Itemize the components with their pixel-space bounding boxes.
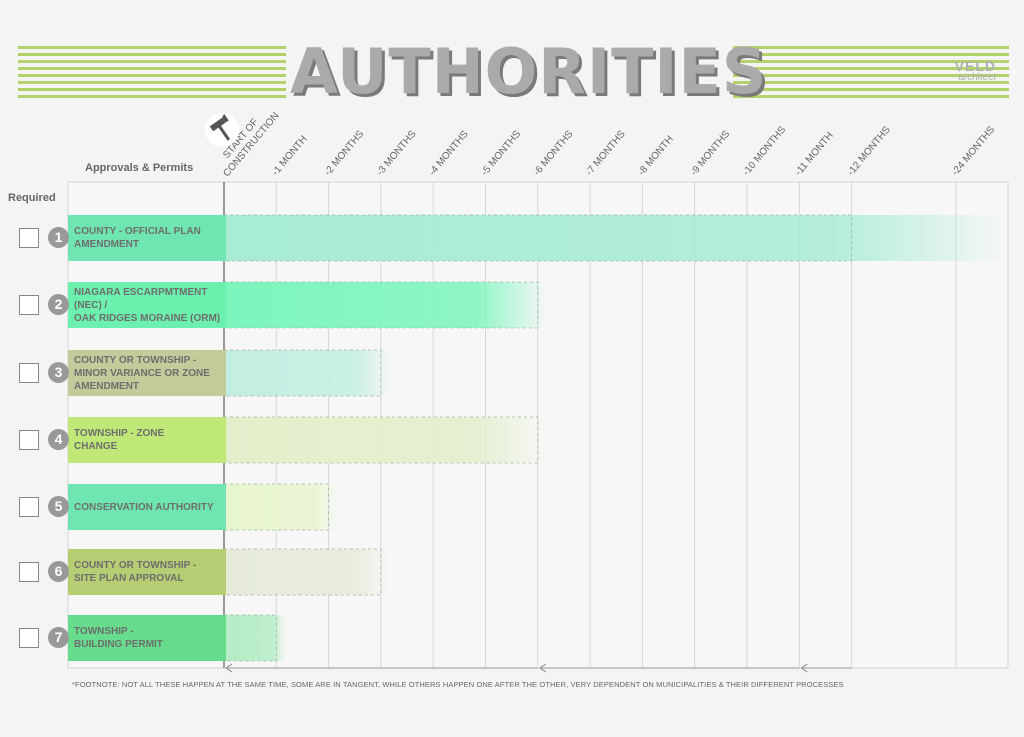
required-checkbox[interactable] <box>19 363 39 383</box>
required-checkbox[interactable] <box>19 562 39 582</box>
approval-label: COUNTY - OFFICIAL PLAN AMENDMENT <box>68 215 226 261</box>
required-checkbox[interactable] <box>19 497 39 517</box>
svg-text:-12 MONTHS: -12 MONTHS <box>845 124 893 178</box>
timeline-bar <box>224 615 287 661</box>
approval-label-line: NIAGARA ESCARPMTMENT <box>74 286 208 298</box>
timeline-bar-outline <box>223 614 277 662</box>
approval-label-line: CONSERVATION AUTHORITY <box>74 501 214 513</box>
svg-text:-6 MONTHS: -6 MONTHS <box>532 128 576 177</box>
svg-text:-3 MONTHS: -3 MONTHS <box>375 128 419 177</box>
approval-label: COUNTY OR TOWNSHIP - SITE PLAN APPROVAL <box>68 549 226 595</box>
svg-text:-9 MONTHS: -9 MONTHS <box>689 128 733 177</box>
svg-text:-1 MONTH: -1 MONTH <box>270 134 310 178</box>
required-checkbox[interactable] <box>19 295 39 315</box>
header-stripes-right <box>733 46 1009 98</box>
arrow-head <box>800 663 808 673</box>
approval-label: COUNTY OR TOWNSHIP - MINOR VARIANCE OR ZO… <box>68 350 226 396</box>
approval-label-line: MINOR VARIANCE OR ZONE <box>74 367 210 379</box>
column-label: -5 MONTHS <box>479 128 523 177</box>
column-label: -12 MONTHS <box>845 124 893 178</box>
svg-text:-8 MONTH: -8 MONTH <box>636 134 676 178</box>
approval-label: TOWNSHIP - BUILDING PERMIT <box>68 615 226 661</box>
arrow-head <box>539 663 547 673</box>
row-number-badge: 6 <box>48 561 69 582</box>
approval-label-line: AMENDMENT <box>74 380 139 392</box>
required-checkbox[interactable] <box>19 228 39 248</box>
approval-label: NIAGARA ESCARPMTMENT (NEC) / OAK RIDGES MO… <box>68 282 226 328</box>
brand-name: VELD <box>954 58 996 74</box>
approval-label-line: (NEC) / <box>74 299 108 311</box>
svg-text:-10 MONTHS: -10 MONTHS <box>741 124 789 178</box>
timeline-bar <box>224 417 548 463</box>
required-checkbox[interactable] <box>19 430 39 450</box>
timeline-bar-outline <box>223 548 382 596</box>
brand-logo: VELD architect <box>940 59 996 83</box>
timeline-bar <box>224 282 548 328</box>
approval-label-line: TOWNSHIP - ZONE <box>74 428 165 439</box>
row-number-badge: 3 <box>48 362 69 383</box>
brand-subtitle: architect <box>958 72 996 83</box>
approval-label-line: COUNTY OR TOWNSHIP - <box>74 560 197 571</box>
row-number-badge: 7 <box>48 627 69 648</box>
timeline-bar <box>224 549 391 595</box>
approval-label-line: AMENDMENT <box>74 239 139 250</box>
column-label: -24 MONTHS <box>950 124 998 178</box>
approval-label-line: TOWNSHIP - <box>74 626 134 637</box>
svg-text:-24 MONTHS: -24 MONTHS <box>950 124 998 178</box>
row-number-badge: 1 <box>48 227 69 248</box>
approval-label: CONSERVATION AUTHORITY <box>68 484 226 530</box>
approval-label-line: COUNTY - OFFICIAL PLAN <box>74 226 201 237</box>
svg-text:-2 MONTHS: -2 MONTHS <box>322 128 366 177</box>
column-label: -8 MONTH <box>636 134 676 178</box>
svg-text:-11 MONTH: -11 MONTH <box>793 130 836 178</box>
approval-label-line: SITE PLAN APPROVAL <box>74 573 184 584</box>
row-number-badge: 4 <box>48 429 69 450</box>
approvals-permits-label: Approvals & Permits <box>85 162 194 174</box>
column-label: -4 MONTHS <box>427 128 471 177</box>
column-label: -6 MONTHS <box>532 128 576 177</box>
approval-label-line: BUILDING PERMIT <box>74 639 163 650</box>
header-stripes-left <box>18 46 286 98</box>
column-label: -3 MONTHS <box>375 128 419 177</box>
column-label: -1 MONTH <box>270 134 310 178</box>
timeline-bar <box>224 350 391 396</box>
timeline-bar-outline <box>223 214 852 262</box>
timeline-bar-outline <box>223 349 382 397</box>
approval-label-line: CHANGE <box>74 441 118 452</box>
svg-text:-7 MONTHS: -7 MONTHS <box>584 128 628 177</box>
hammer-icon <box>205 113 239 147</box>
row-number-badge: 5 <box>48 496 69 517</box>
approval-label: TOWNSHIP - ZONE CHANGE <box>68 417 226 463</box>
svg-text:-5 MONTHS: -5 MONTHS <box>479 128 523 177</box>
column-label: -2 MONTHS <box>322 128 366 177</box>
page-title: AUTHORITIES <box>290 35 768 108</box>
timeline-bar <box>224 484 339 530</box>
column-label: -10 MONTHS <box>741 124 789 178</box>
column-label: -11 MONTH <box>793 130 836 178</box>
footnote: *FOOTNOTE: NOT ALL THESE HAPPEN AT THE S… <box>72 680 844 689</box>
row-number-badge: 2 <box>48 294 69 315</box>
svg-text:-4 MONTHS: -4 MONTHS <box>427 128 471 177</box>
column-label: -7 MONTHS <box>584 128 628 177</box>
arrow-head <box>225 663 233 673</box>
timeline-bar <box>224 215 1008 261</box>
approval-label-line: OAK RIDGES MORAINE (ORM) <box>74 312 221 324</box>
required-label: Required <box>8 192 56 204</box>
required-checkbox[interactable] <box>19 628 39 648</box>
column-label: -9 MONTHS <box>689 128 733 177</box>
approval-label-line: COUNTY OR TOWNSHIP - <box>74 354 197 366</box>
